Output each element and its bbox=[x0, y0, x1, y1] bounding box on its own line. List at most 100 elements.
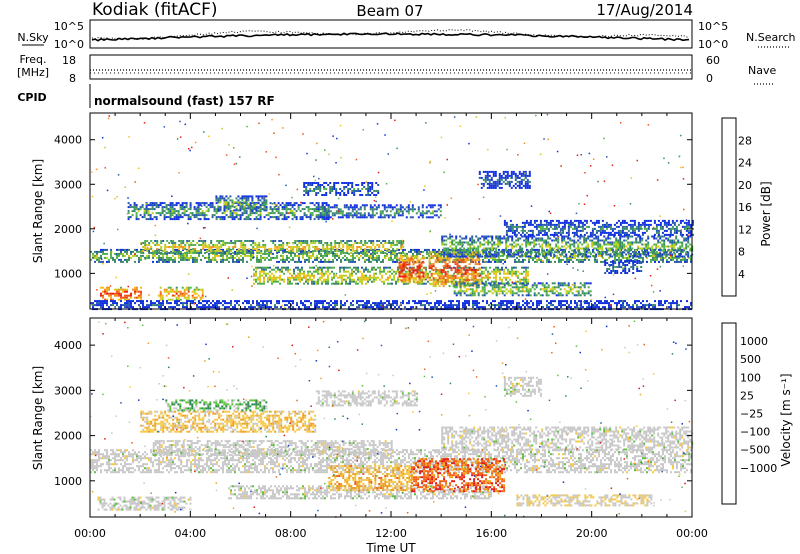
heatmap-cell bbox=[501, 278, 503, 281]
heatmap-cell bbox=[188, 244, 191, 246]
heatmap-cell bbox=[118, 294, 120, 297]
heatmap-cell bbox=[443, 247, 446, 250]
heatmap-cell bbox=[469, 255, 472, 258]
heatmap-cell bbox=[598, 254, 600, 257]
heatmap-cell bbox=[348, 260, 350, 263]
heatmap-cell bbox=[375, 276, 377, 279]
heatmap-cell bbox=[187, 294, 190, 297]
heatmap-cell bbox=[448, 259, 451, 262]
heatmap-cell bbox=[215, 195, 218, 198]
heatmap-cell bbox=[464, 273, 467, 276]
heatmap-cell bbox=[275, 278, 277, 281]
heatmap-cell bbox=[442, 258, 444, 261]
heatmap-cell bbox=[499, 282, 502, 285]
heatmap-cell bbox=[471, 294, 474, 297]
heatmap-cell bbox=[226, 248, 229, 250]
heatmap-cell bbox=[402, 265, 405, 268]
heatmap-cell bbox=[235, 201, 238, 204]
heatmap-cell bbox=[501, 282, 503, 285]
heatmap-cell bbox=[183, 208, 186, 211]
heatmap-cell bbox=[628, 256, 630, 259]
heatmap-cell bbox=[309, 184, 312, 186]
heatmap-cell bbox=[619, 239, 622, 242]
heatmap-cell bbox=[305, 182, 308, 184]
heatmap-cell bbox=[193, 206, 196, 209]
heatmap-cell bbox=[269, 208, 272, 211]
heatmap-cell bbox=[373, 194, 376, 196]
heatmap-cell bbox=[356, 250, 359, 252]
heatmap-cell bbox=[170, 258, 172, 261]
heatmap-cell bbox=[623, 239, 626, 242]
heatmap-cell bbox=[411, 216, 414, 219]
heatmap-cell bbox=[599, 245, 602, 248]
heatmap-cell bbox=[415, 212, 418, 215]
heatmap-cell bbox=[317, 278, 319, 281]
heatmap-cell bbox=[527, 249, 530, 252]
heatmap-cell bbox=[469, 284, 472, 287]
heatmap-cell bbox=[136, 250, 138, 253]
heatmap-cell bbox=[144, 248, 147, 250]
heatmap-cell bbox=[308, 260, 310, 263]
heatmap-cell bbox=[199, 214, 202, 217]
heatmap-cell bbox=[199, 202, 202, 205]
heatmap-cell bbox=[645, 243, 648, 246]
heatmap-cell bbox=[159, 204, 162, 207]
heatmap-cell bbox=[321, 276, 323, 279]
heatmap-cell bbox=[363, 276, 365, 279]
heatmap-cell bbox=[383, 208, 386, 211]
heatmap-cell bbox=[292, 258, 294, 261]
heatmap-cell bbox=[669, 245, 672, 248]
heatmap-cell bbox=[255, 266, 257, 269]
heatmap-cell bbox=[561, 282, 564, 285]
heatmap-cell bbox=[461, 253, 464, 256]
heatmap-cell bbox=[297, 204, 300, 207]
heatmap-cell bbox=[291, 214, 294, 217]
heatmap-cell bbox=[336, 252, 338, 255]
heatmap-cell bbox=[505, 229, 508, 232]
heatmap-cell bbox=[289, 278, 291, 281]
heatmap-cell bbox=[267, 278, 269, 281]
heatmap-cell bbox=[455, 292, 458, 295]
heatmap-cell bbox=[255, 207, 258, 210]
heatmap-cell bbox=[477, 286, 480, 289]
heatmap-cell bbox=[335, 206, 338, 209]
heatmap-cell bbox=[318, 252, 321, 254]
heatmap-cell bbox=[407, 272, 409, 275]
heatmap-cell bbox=[320, 242, 323, 244]
heatmap-cell bbox=[597, 237, 600, 240]
heatmap-cell bbox=[186, 252, 188, 255]
heatmap-cell bbox=[148, 252, 151, 254]
heatmap-cell bbox=[333, 266, 335, 269]
heatmap-cell bbox=[281, 206, 284, 209]
heatmap-cell bbox=[258, 248, 260, 251]
heatmap-cell bbox=[355, 190, 358, 192]
heatmap-cell bbox=[343, 186, 346, 188]
heatmap-cell bbox=[325, 282, 327, 285]
heatmap-cell bbox=[418, 277, 421, 280]
heatmap-cell bbox=[618, 260, 620, 263]
heatmap-cell bbox=[148, 248, 151, 250]
heatmap-cell bbox=[321, 270, 323, 273]
heatmap-cell bbox=[641, 249, 644, 252]
heatmap-cell bbox=[345, 266, 347, 269]
heatmap-cell bbox=[362, 252, 365, 254]
heatmap-cell bbox=[176, 248, 178, 251]
heatmap-cell bbox=[275, 208, 278, 211]
heatmap-cell bbox=[583, 282, 586, 285]
heatmap-cell bbox=[372, 256, 374, 259]
heatmap-cell bbox=[263, 207, 266, 210]
heatmap-cell bbox=[642, 260, 644, 263]
heatmap-cell bbox=[642, 258, 644, 261]
heatmap-cell bbox=[474, 251, 477, 254]
heatmap-cell bbox=[423, 278, 425, 281]
heatmap-cell bbox=[331, 266, 333, 269]
heatmap-cell bbox=[361, 272, 363, 275]
heatmap-cell bbox=[441, 253, 444, 256]
heatmap-cell bbox=[299, 274, 301, 277]
heatmap-cell bbox=[288, 242, 291, 244]
heatmap-cell bbox=[221, 218, 224, 221]
heatmap-cell bbox=[498, 256, 500, 259]
heatmap-cell bbox=[613, 245, 616, 248]
heatmap-cell bbox=[478, 267, 481, 270]
heatmap-cell bbox=[194, 248, 197, 250]
